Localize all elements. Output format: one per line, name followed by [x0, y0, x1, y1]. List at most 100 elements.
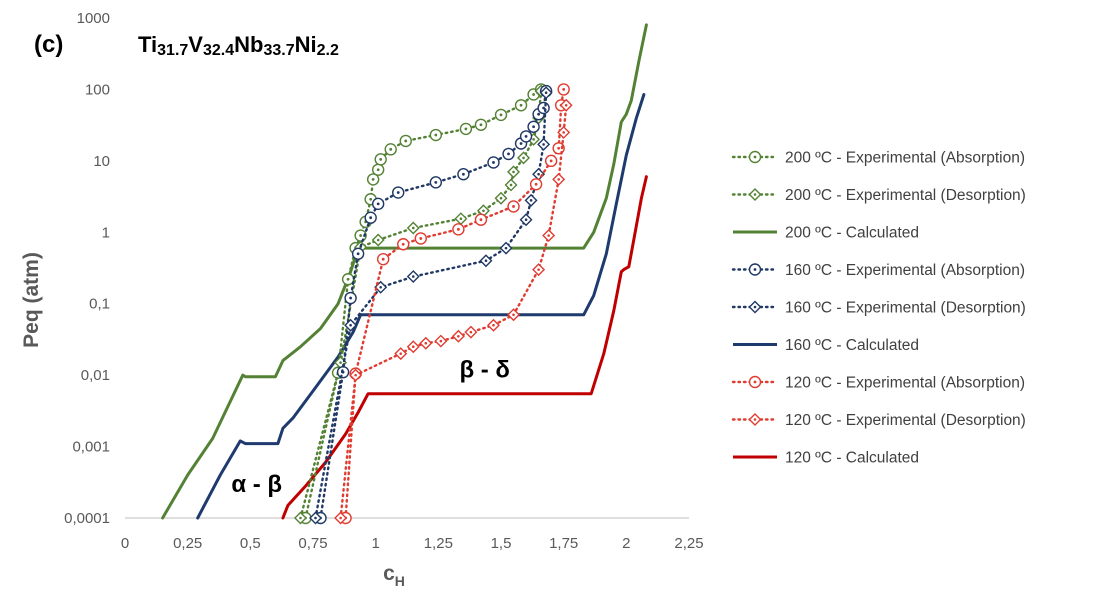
- data-point: [371, 233, 385, 247]
- y-tick-label: 1: [102, 224, 110, 241]
- y-axis-label: Peq (atm): [20, 252, 43, 348]
- y-tick-label: 1000: [77, 10, 110, 27]
- data-point: [351, 247, 365, 260]
- data-point: [392, 186, 405, 199]
- data-point: [374, 153, 387, 166]
- data-point: [309, 511, 322, 525]
- series-line: [281, 175, 648, 520]
- data-point: [479, 254, 493, 268]
- data-point: [537, 101, 550, 115]
- data-point: [474, 118, 488, 131]
- data-point: [457, 168, 470, 181]
- data-point: [429, 176, 443, 189]
- data-point: [524, 193, 538, 207]
- data-point: [419, 336, 433, 350]
- data-point: [429, 128, 443, 142]
- x-tick-label: 0: [121, 535, 129, 552]
- composition-label: Ti31.7V32.4Nb33.7Ni2.2: [138, 32, 339, 59]
- data-point: [537, 137, 551, 151]
- x-tick-label: 1: [371, 535, 379, 552]
- plot-series: [161, 23, 648, 525]
- data-point: [349, 368, 363, 382]
- x-tick-label: 1,25: [424, 535, 453, 552]
- y-tick-label: 0,01: [81, 367, 110, 384]
- legend-item: 200 ºC - Experimental (Desorption): [731, 187, 1026, 204]
- y-tick-label: 0,001: [72, 439, 110, 456]
- data-point: [557, 83, 570, 96]
- legend-item: 160 ºC - Calculated: [733, 337, 919, 354]
- data-point: [366, 173, 380, 186]
- data-point: [519, 130, 533, 143]
- legend-label: 120 ºC - Experimental (Absorption): [785, 375, 1025, 392]
- series-4: [309, 86, 553, 525]
- series-line: [339, 104, 568, 520]
- legend-item: 160 ºC - Experimental (Desorption): [731, 300, 1026, 317]
- data-point: [507, 200, 520, 213]
- data-point: [552, 172, 566, 186]
- series-line: [161, 23, 648, 520]
- legend-marker: [748, 375, 762, 389]
- x-tick-label: 1,75: [549, 535, 578, 552]
- data-point: [499, 241, 513, 255]
- data-point: [474, 213, 488, 226]
- data-point: [334, 511, 348, 525]
- legend-label: 160 ºC - Calculated: [785, 337, 919, 354]
- y-tick-label: 100: [85, 81, 110, 98]
- data-point: [494, 191, 508, 205]
- y-tick-label: 0,1: [89, 296, 110, 313]
- data-point: [364, 211, 377, 224]
- legend-label: 200 ºC - Experimental (Absorption): [785, 150, 1025, 167]
- data-point: [519, 213, 533, 227]
- x-tick-label: 1,5: [491, 535, 512, 552]
- data-point: [507, 165, 521, 179]
- legend-label: 120 ºC - Calculated: [785, 450, 919, 467]
- x-tick-label: 2,25: [674, 535, 703, 552]
- annotation-alpha-beta: α - β: [231, 471, 282, 498]
- legend-item: 160 ºC - Experimental (Absorption): [731, 262, 1025, 279]
- data-point: [517, 151, 531, 165]
- data-point: [452, 223, 465, 236]
- data-point: [406, 340, 420, 354]
- legend-item: 200 ºC - Calculated: [733, 225, 919, 242]
- series-5: [196, 93, 646, 520]
- series-line: [196, 93, 646, 520]
- data-point: [344, 291, 357, 305]
- legend-label: 160 ºC - Experimental (Desorption): [785, 300, 1026, 317]
- legend-item: 120 ºC - Experimental (Desorption): [731, 412, 1026, 429]
- data-point: [539, 86, 553, 100]
- data-point: [502, 147, 515, 161]
- data-point: [454, 212, 468, 226]
- data-point: [532, 263, 546, 277]
- data-point: [376, 252, 390, 266]
- x-tick-label: 0,5: [240, 535, 261, 552]
- data-point: [487, 156, 500, 169]
- data-point: [459, 122, 473, 136]
- data-point: [486, 318, 500, 332]
- data-point: [559, 98, 573, 112]
- legend-label: 120 ºC - Experimental (Desorption): [785, 412, 1026, 429]
- data-point: [529, 178, 543, 191]
- data-point: [414, 232, 427, 245]
- series-line: [314, 91, 548, 520]
- axes: 0 0,25 0,5 0,75 1 1,25 1,5 1,75 2 2,25 0,0001 0,001…: [64, 10, 703, 552]
- data-point: [514, 99, 528, 112]
- data-point: [293, 511, 307, 525]
- legend-marker: [748, 188, 762, 201]
- legend-label: 200 ºC - Experimental (Desorption): [785, 187, 1026, 204]
- data-point: [507, 308, 521, 322]
- legend-item: 120 ºC - Experimental (Absorption): [731, 375, 1025, 392]
- data-point: [557, 125, 571, 139]
- series-3: [314, 84, 553, 525]
- series-6: [339, 83, 570, 525]
- data-point: [494, 108, 508, 122]
- data-point: [544, 154, 558, 168]
- data-point: [406, 221, 420, 235]
- legend-label: 200 ºC - Calculated: [785, 225, 919, 242]
- annotation-beta-delta: β - δ: [459, 356, 510, 383]
- x-axis-label: cH: [383, 562, 405, 589]
- data-point: [434, 334, 448, 348]
- data-point: [527, 120, 540, 133]
- data-point: [384, 143, 397, 156]
- data-point: [371, 197, 385, 211]
- legend-marker: [748, 300, 762, 314]
